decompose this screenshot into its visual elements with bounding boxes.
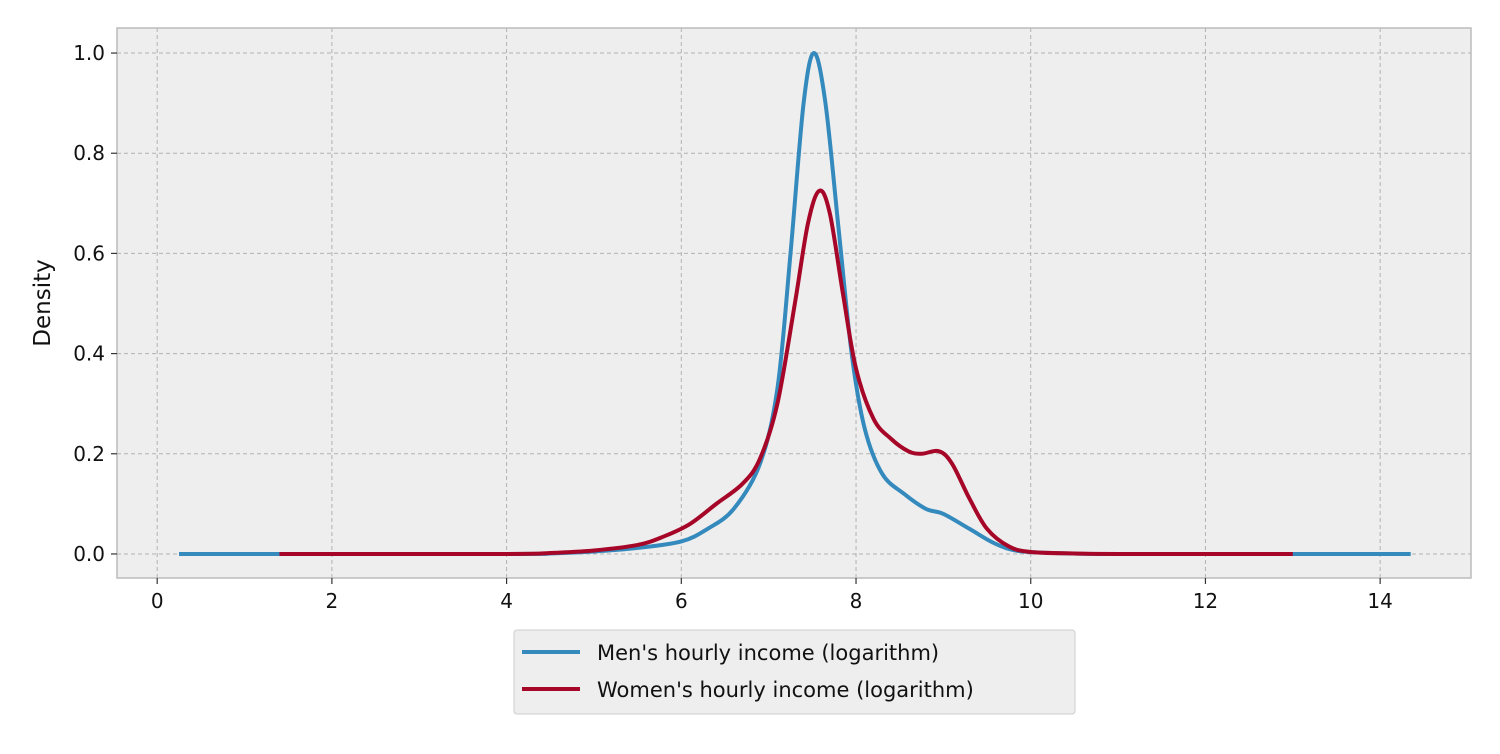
x-tick-label: 10 (1018, 589, 1043, 613)
y-tick-label: 0.8 (73, 141, 105, 165)
x-tick-label: 6 (675, 589, 688, 613)
y-tick-label: 0.4 (73, 342, 105, 366)
x-tick-label: 2 (326, 589, 339, 613)
men-density-line (179, 51, 1411, 556)
x-tick-label: 4 (500, 589, 513, 613)
y-axis-label: Density (30, 259, 56, 346)
y-tick-label: 0.0 (73, 542, 105, 566)
legend-label-men: Men's hourly income (logarithm) (597, 641, 939, 665)
legend-box (513, 629, 1076, 715)
y-tick-label: 1.0 (73, 41, 105, 65)
y-axis: 0.0 0.2 0.4 0.6 0.8 1.0 (73, 41, 117, 566)
legend-label-women: Women's hourly income (logarithm) (597, 678, 974, 702)
x-tick-label: 14 (1367, 589, 1392, 613)
x-tick-label: 8 (850, 589, 863, 613)
x-axis: 0 2 4 6 8 10 12 14 (151, 578, 1393, 613)
women-density-line (279, 188, 1293, 557)
x-tick-label: 12 (1193, 589, 1218, 613)
y-tick-label: 0.2 (73, 442, 105, 466)
y-tick-label: 0.6 (73, 241, 105, 265)
series-lines (179, 51, 1411, 557)
x-tick-label: 0 (151, 589, 164, 613)
plot-frame (116, 27, 1472, 579)
legend: Men's hourly income (logarithm) Women's … (513, 629, 1076, 715)
